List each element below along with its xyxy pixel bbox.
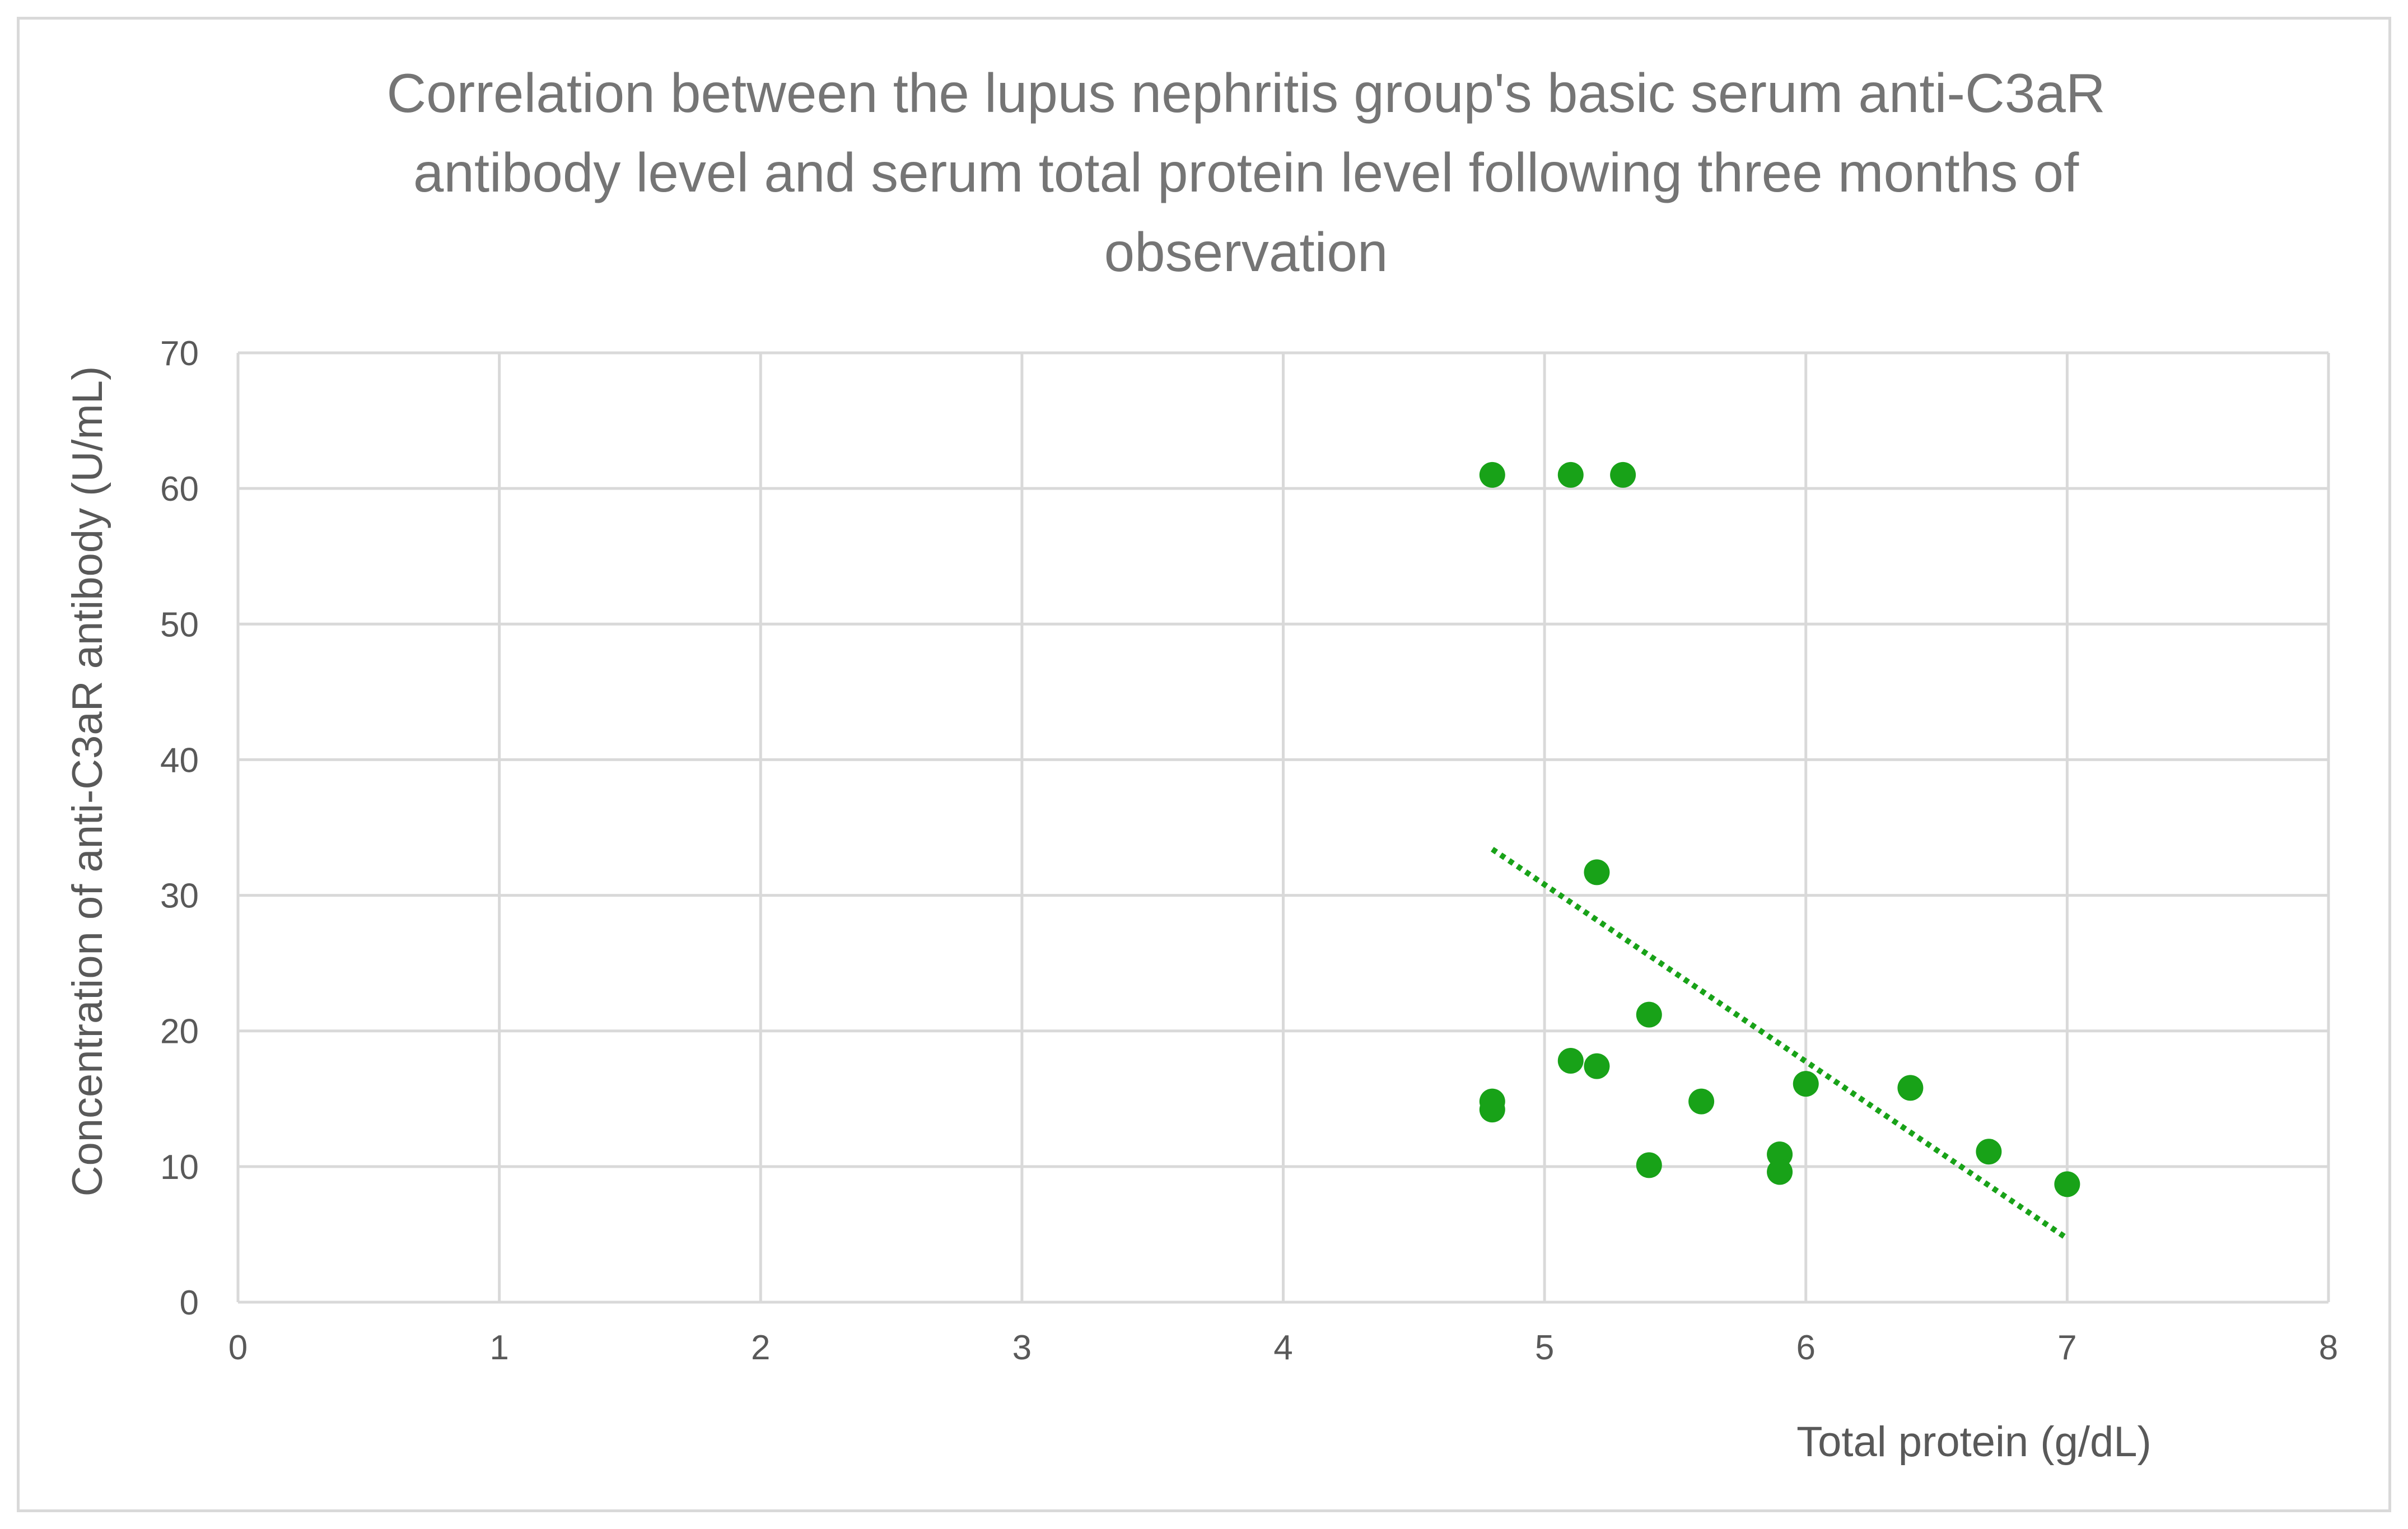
data-point: [1767, 1159, 1793, 1185]
data-point: [1976, 1139, 2002, 1165]
x-tick-label: 4: [1273, 1328, 1292, 1367]
data-point: [1479, 462, 1505, 488]
x-tick-label: 6: [1796, 1328, 1816, 1367]
linear-trendline: [1490, 847, 2069, 1241]
x-tick-label: 0: [228, 1328, 248, 1367]
data-point: [2054, 1171, 2080, 1197]
data-point: [1793, 1071, 1819, 1097]
y-tick-label: 50: [160, 605, 199, 644]
x-axis-title: Total protein (g/dL): [1796, 1418, 2152, 1466]
data-point: [1767, 1141, 1793, 1168]
y-tick-label: 10: [160, 1148, 199, 1187]
x-tick-label: 1: [489, 1328, 508, 1367]
gridlines: [236, 351, 2330, 1304]
x-tick-label: 5: [1535, 1328, 1554, 1367]
y-tick-label: 20: [160, 1013, 199, 1051]
data-point: [1479, 1097, 1505, 1123]
data-point: [1610, 462, 1636, 488]
data-point: [1636, 1001, 1662, 1028]
data-points: [1479, 462, 2080, 1197]
x-tick-label: 7: [2057, 1328, 2076, 1367]
y-tick-label: 60: [160, 470, 199, 509]
data-point: [1688, 1088, 1715, 1115]
y-axis-title: Concentration of anti-C3aR antibody (U/m…: [64, 366, 111, 1197]
trendline-layer: [1490, 847, 2069, 1241]
data-point: [1557, 1047, 1584, 1074]
data-point: [1584, 859, 1610, 885]
tick-labels: 0 1 2 3 4 5 6 7 8 0 10 20 30 40 50 60 70: [160, 334, 2338, 1367]
y-tick-label: 0: [180, 1284, 199, 1322]
y-tick-label: 70: [160, 334, 199, 373]
data-point: [1557, 462, 1584, 488]
x-tick-label: 2: [751, 1328, 770, 1367]
chart-title: Correlation between the lupus nephritis …: [386, 62, 2106, 283]
chart-frame: [17, 17, 2391, 1512]
data-point: [1636, 1152, 1662, 1178]
y-tick-label: 40: [160, 741, 199, 780]
data-point: [1584, 1053, 1610, 1079]
data-point: [1897, 1075, 1924, 1101]
x-tick-label: 8: [2319, 1328, 2338, 1367]
y-tick-label: 30: [160, 877, 199, 916]
x-tick-label: 3: [1012, 1328, 1032, 1367]
